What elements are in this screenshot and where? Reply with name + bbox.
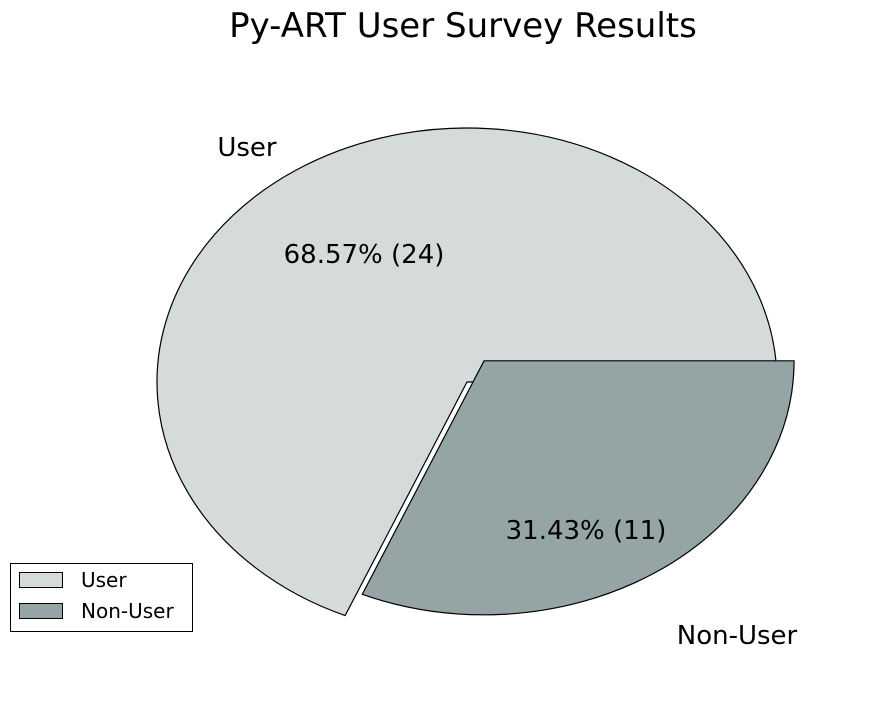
legend: User Non-User — [10, 563, 193, 632]
legend-label-user: User — [81, 568, 127, 592]
pie-slice-user — [156, 127, 778, 617]
chart-title: Py-ART User Survey Results — [229, 6, 697, 46]
slice-label-non-user: Non-User — [677, 621, 798, 651]
pie-slice-non-user — [361, 360, 795, 616]
legend-swatch-user — [19, 572, 63, 588]
percent-label-user: 68.57% (24) — [284, 240, 445, 270]
slice-label-user: User — [217, 133, 277, 163]
percent-label-non-user: 31.43% (11) — [506, 516, 667, 546]
legend-label-non-user: Non-User — [81, 599, 174, 623]
legend-swatch-non-user — [19, 603, 63, 619]
